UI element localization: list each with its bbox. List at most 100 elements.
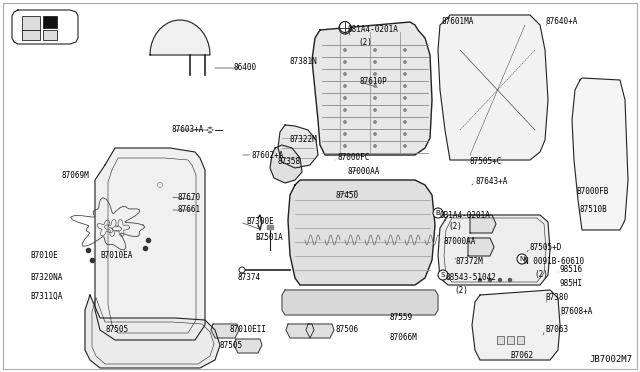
Bar bbox=[507, 336, 514, 344]
Circle shape bbox=[517, 254, 527, 264]
Text: 87000AA: 87000AA bbox=[443, 237, 476, 247]
Text: 87601MA: 87601MA bbox=[442, 17, 474, 26]
Text: B: B bbox=[436, 210, 440, 216]
Text: 87610P: 87610P bbox=[360, 77, 388, 87]
Circle shape bbox=[374, 73, 376, 75]
Text: 08543-51042: 08543-51042 bbox=[445, 273, 496, 282]
Text: 0B1A4-0201A: 0B1A4-0201A bbox=[440, 211, 491, 219]
Text: 87069M: 87069M bbox=[62, 170, 90, 180]
Text: (2): (2) bbox=[358, 38, 372, 46]
Text: B7608+A: B7608+A bbox=[560, 308, 593, 317]
Circle shape bbox=[374, 97, 376, 99]
Circle shape bbox=[374, 85, 376, 87]
Bar bbox=[43, 30, 57, 40]
Text: B7300E: B7300E bbox=[246, 218, 274, 227]
Text: 87000AA: 87000AA bbox=[348, 167, 380, 176]
Circle shape bbox=[438, 270, 448, 280]
Circle shape bbox=[344, 49, 346, 51]
Circle shape bbox=[488, 279, 492, 282]
Circle shape bbox=[404, 61, 406, 63]
Circle shape bbox=[509, 279, 511, 282]
Text: 87643+A: 87643+A bbox=[475, 177, 508, 186]
Text: 081A4-0201A: 081A4-0201A bbox=[348, 26, 399, 35]
Text: 87640+A: 87640+A bbox=[545, 17, 577, 26]
Circle shape bbox=[344, 61, 346, 63]
Circle shape bbox=[344, 121, 346, 123]
Bar bbox=[22, 16, 40, 30]
Text: 87670: 87670 bbox=[177, 192, 200, 202]
Circle shape bbox=[344, 133, 346, 135]
Text: 87603+A: 87603+A bbox=[172, 125, 204, 135]
Circle shape bbox=[344, 85, 346, 87]
Circle shape bbox=[339, 22, 351, 32]
Circle shape bbox=[433, 208, 443, 218]
Circle shape bbox=[374, 121, 376, 123]
Circle shape bbox=[404, 109, 406, 111]
Circle shape bbox=[404, 73, 406, 75]
Text: B7380: B7380 bbox=[545, 294, 568, 302]
Text: (2): (2) bbox=[534, 269, 548, 279]
Text: 87661: 87661 bbox=[177, 205, 200, 215]
Circle shape bbox=[479, 279, 481, 282]
Text: N 0091B-60610: N 0091B-60610 bbox=[524, 257, 584, 266]
Text: B7063: B7063 bbox=[545, 326, 568, 334]
Text: 87450: 87450 bbox=[336, 190, 359, 199]
Polygon shape bbox=[438, 215, 550, 285]
Text: B7501A: B7501A bbox=[255, 234, 283, 243]
Circle shape bbox=[499, 279, 502, 282]
Circle shape bbox=[374, 145, 376, 147]
Polygon shape bbox=[306, 324, 334, 338]
Polygon shape bbox=[234, 339, 262, 353]
Polygon shape bbox=[95, 148, 205, 340]
Polygon shape bbox=[286, 324, 314, 338]
Polygon shape bbox=[468, 238, 494, 256]
Bar bbox=[517, 336, 524, 344]
Text: (2): (2) bbox=[448, 222, 462, 231]
Bar bbox=[43, 16, 57, 28]
Text: B7010EA: B7010EA bbox=[100, 250, 132, 260]
Circle shape bbox=[374, 49, 376, 51]
Text: B7000FB: B7000FB bbox=[576, 187, 609, 196]
Text: 98516: 98516 bbox=[560, 266, 583, 275]
Circle shape bbox=[207, 127, 213, 133]
Circle shape bbox=[344, 73, 346, 75]
Polygon shape bbox=[282, 290, 438, 315]
Circle shape bbox=[404, 49, 406, 51]
Text: 87505: 87505 bbox=[220, 340, 243, 350]
Text: JB7002M7: JB7002M7 bbox=[589, 355, 632, 364]
Text: 87559: 87559 bbox=[390, 314, 413, 323]
Polygon shape bbox=[150, 20, 210, 55]
Bar bbox=[267, 225, 273, 229]
Text: N: N bbox=[520, 256, 525, 262]
Circle shape bbox=[404, 145, 406, 147]
Text: 87510B: 87510B bbox=[580, 205, 608, 215]
Polygon shape bbox=[12, 10, 78, 44]
Circle shape bbox=[344, 97, 346, 99]
Text: 87505+D: 87505+D bbox=[530, 244, 563, 253]
Text: 87505+C: 87505+C bbox=[470, 157, 502, 167]
Polygon shape bbox=[278, 125, 318, 168]
Text: 87381N: 87381N bbox=[290, 58, 317, 67]
Text: 87066M: 87066M bbox=[390, 334, 418, 343]
Bar bbox=[497, 336, 504, 344]
Text: 87000FC: 87000FC bbox=[337, 154, 369, 163]
Polygon shape bbox=[211, 324, 239, 338]
Text: 985HI: 985HI bbox=[560, 279, 583, 289]
Bar bbox=[22, 30, 40, 40]
Text: B7062: B7062 bbox=[510, 350, 533, 359]
Text: B7320NA: B7320NA bbox=[30, 273, 62, 282]
Text: 87374: 87374 bbox=[238, 273, 261, 282]
Circle shape bbox=[344, 109, 346, 111]
Text: (2): (2) bbox=[454, 285, 468, 295]
Text: 87358: 87358 bbox=[278, 157, 301, 167]
Text: B7010E: B7010E bbox=[30, 250, 58, 260]
Circle shape bbox=[239, 267, 245, 273]
Text: 87602+A: 87602+A bbox=[252, 151, 284, 160]
Text: B7311QA: B7311QA bbox=[30, 292, 62, 301]
Circle shape bbox=[404, 85, 406, 87]
Polygon shape bbox=[438, 15, 548, 160]
Circle shape bbox=[374, 109, 376, 111]
Polygon shape bbox=[288, 180, 435, 285]
Text: 87505: 87505 bbox=[105, 326, 128, 334]
Circle shape bbox=[404, 97, 406, 99]
